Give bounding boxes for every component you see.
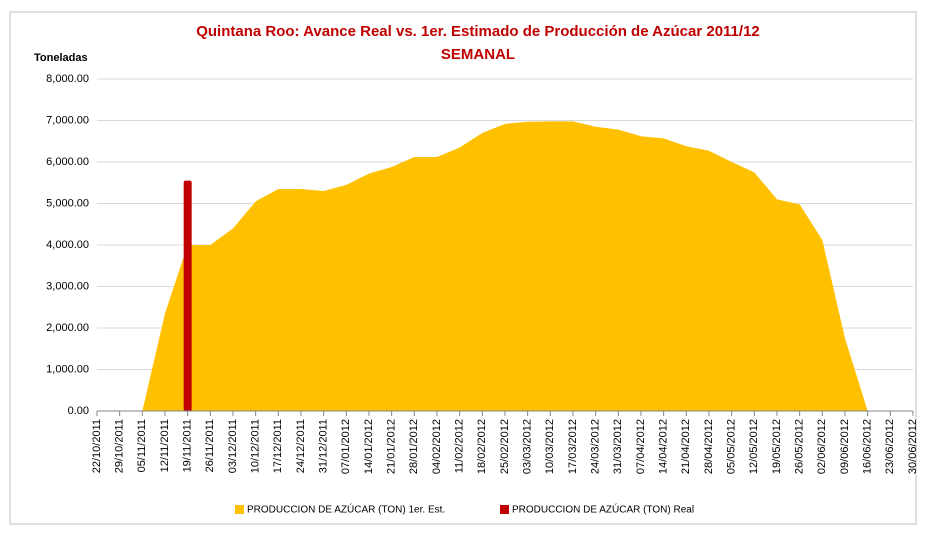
- x-tick-label: 09/06/2012: [839, 419, 851, 474]
- x-tick-label: 07/04/2012: [635, 419, 647, 474]
- chart-title: Quintana Roo: Avance Real vs. 1er. Estim…: [196, 23, 760, 40]
- y-tick-label: 3,000.00: [46, 280, 89, 292]
- x-tick-label: 22/10/2011: [91, 419, 103, 473]
- x-tick-label: 14/01/2012: [363, 419, 375, 474]
- legend-label: PRODUCCION DE AZÚCAR (TON) 1er. Est.: [247, 503, 445, 516]
- y-tick-label: 1,000.00: [46, 363, 89, 375]
- x-tick-label: 28/01/2012: [408, 419, 420, 474]
- x-tick-label: 21/04/2012: [680, 419, 692, 474]
- x-tick-label: 24/12/2011: [295, 419, 307, 473]
- x-tick-label: 03/03/2012: [522, 419, 534, 474]
- x-tick-label: 07/01/2012: [340, 419, 352, 474]
- x-tick-label: 19/05/2012: [771, 419, 783, 474]
- x-tick-label: 17/03/2012: [567, 419, 579, 474]
- x-tick-label: 19/11/2011: [182, 419, 194, 472]
- area: [142, 121, 868, 411]
- y-tick-label: 6,000.00: [46, 156, 89, 168]
- x-tick-label: 02/06/2012: [816, 419, 828, 474]
- x-tick-label: 12/11/2011: [159, 419, 171, 472]
- x-tick-label: 03/12/2011: [227, 419, 239, 473]
- legend-swatch: [500, 505, 509, 514]
- chart-subtitle: SEMANAL: [441, 46, 515, 63]
- x-tick-label: 18/02/2012: [476, 419, 488, 474]
- x-tick-label: 31/03/2012: [612, 419, 624, 474]
- bar: [183, 180, 192, 411]
- x-tick-label: 26/05/2012: [794, 419, 806, 474]
- x-tick-label: 23/06/2012: [884, 419, 896, 474]
- x-tick-label: 21/01/2012: [386, 419, 398, 474]
- y-tick-label: 5,000.00: [46, 197, 89, 209]
- legend-label: PRODUCCION DE AZÚCAR (TON) Real: [512, 503, 694, 516]
- x-tick-label: 30/06/2012: [907, 419, 919, 474]
- x-tick-label: 12/05/2012: [748, 419, 760, 474]
- y-tick-label: 7,000.00: [46, 114, 89, 126]
- y-tick-label: 8,000.00: [46, 73, 89, 85]
- x-tick-label: 14/04/2012: [658, 419, 670, 474]
- x-tick-label: 16/06/2012: [862, 419, 874, 474]
- y-axis-label: Toneladas: [34, 52, 88, 64]
- x-tick-label: 24/03/2012: [590, 419, 602, 474]
- x-tick-label: 05/05/2012: [726, 419, 738, 474]
- x-tick-label: 25/02/2012: [499, 419, 511, 474]
- x-tick-label: 04/02/2012: [431, 419, 443, 474]
- y-tick-label: 4,000.00: [46, 239, 89, 251]
- y-tick-label: 2,000.00: [46, 322, 89, 334]
- x-tick-label: 26/11/2011: [204, 419, 216, 472]
- x-tick-label: 29/10/2011: [114, 419, 126, 473]
- x-tick-label: 05/11/2011: [136, 419, 148, 472]
- x-tick-label: 10/12/2011: [250, 419, 262, 473]
- x-tick-label: 17/12/2011: [272, 419, 284, 473]
- y-tick-label: 0.00: [68, 405, 89, 417]
- x-tick-label: 28/04/2012: [703, 419, 715, 474]
- x-tick-label: 10/03/2012: [544, 419, 556, 474]
- legend-swatch: [235, 505, 244, 514]
- x-tick-label: 31/12/2011: [318, 419, 330, 473]
- x-tick-label: 11/02/2012: [454, 419, 466, 473]
